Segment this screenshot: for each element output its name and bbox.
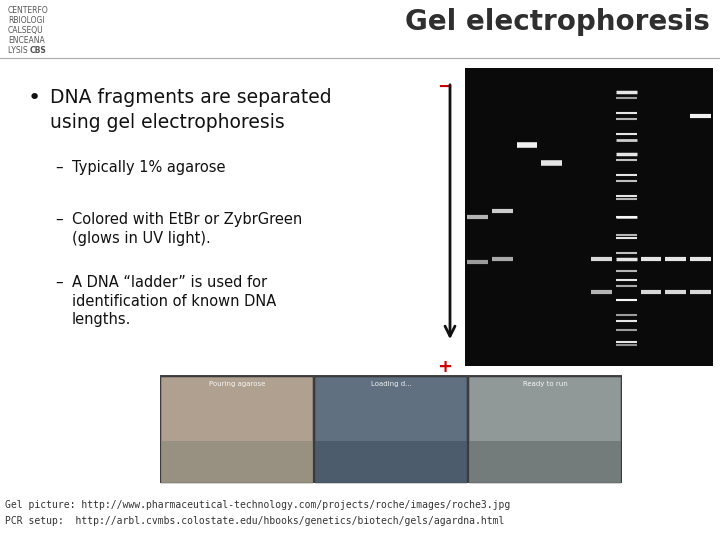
Bar [160,375,622,483]
Bar [161,377,313,483]
Bar [315,377,467,483]
Text: CBS: CBS [30,46,47,55]
Text: Ready to run: Ready to run [523,381,567,387]
Text: Gel picture: http://www.pharmaceutical-technology.com/projects/roche/images/roch: Gel picture: http://www.pharmaceutical-t… [5,500,510,510]
Text: ENCEANA: ENCEANA [8,36,45,45]
Text: Colored with EtBr or ZybrGreen
(glows in UV light).: Colored with EtBr or ZybrGreen (glows in… [72,212,302,246]
Text: –: – [55,160,63,175]
Text: Loading d...: Loading d... [371,381,411,387]
Bar [161,441,313,483]
Text: •: • [28,88,41,108]
Bar [469,377,621,483]
Text: LYSIS: LYSIS [8,46,30,55]
Text: –: – [55,212,63,227]
Text: CALSEQU: CALSEQU [8,26,44,35]
Text: RBIOLOGI: RBIOLOGI [8,16,45,25]
Text: Typically 1% agarose: Typically 1% agarose [72,160,225,175]
Text: +: + [438,358,452,376]
Bar [469,441,621,483]
Text: –: – [55,275,63,290]
Text: PCR setup:  http://arbl.cvmbs.colostate.edu/hbooks/genetics/biotech/gels/agardna: PCR setup: http://arbl.cvmbs.colostate.e… [5,516,505,526]
Bar [315,441,467,483]
Bar [465,68,713,366]
Text: A DNA “ladder” is used for
identification of known DNA
lengths.: A DNA “ladder” is used for identificatio… [72,275,276,327]
Text: Pouring agarose: Pouring agarose [209,381,265,387]
Text: DNA fragments are separated
using gel electrophoresis: DNA fragments are separated using gel el… [50,88,332,132]
Text: CENTERFO: CENTERFO [8,6,49,15]
Text: −: − [438,78,453,96]
Text: Gel electrophoresis: Gel electrophoresis [405,8,710,36]
